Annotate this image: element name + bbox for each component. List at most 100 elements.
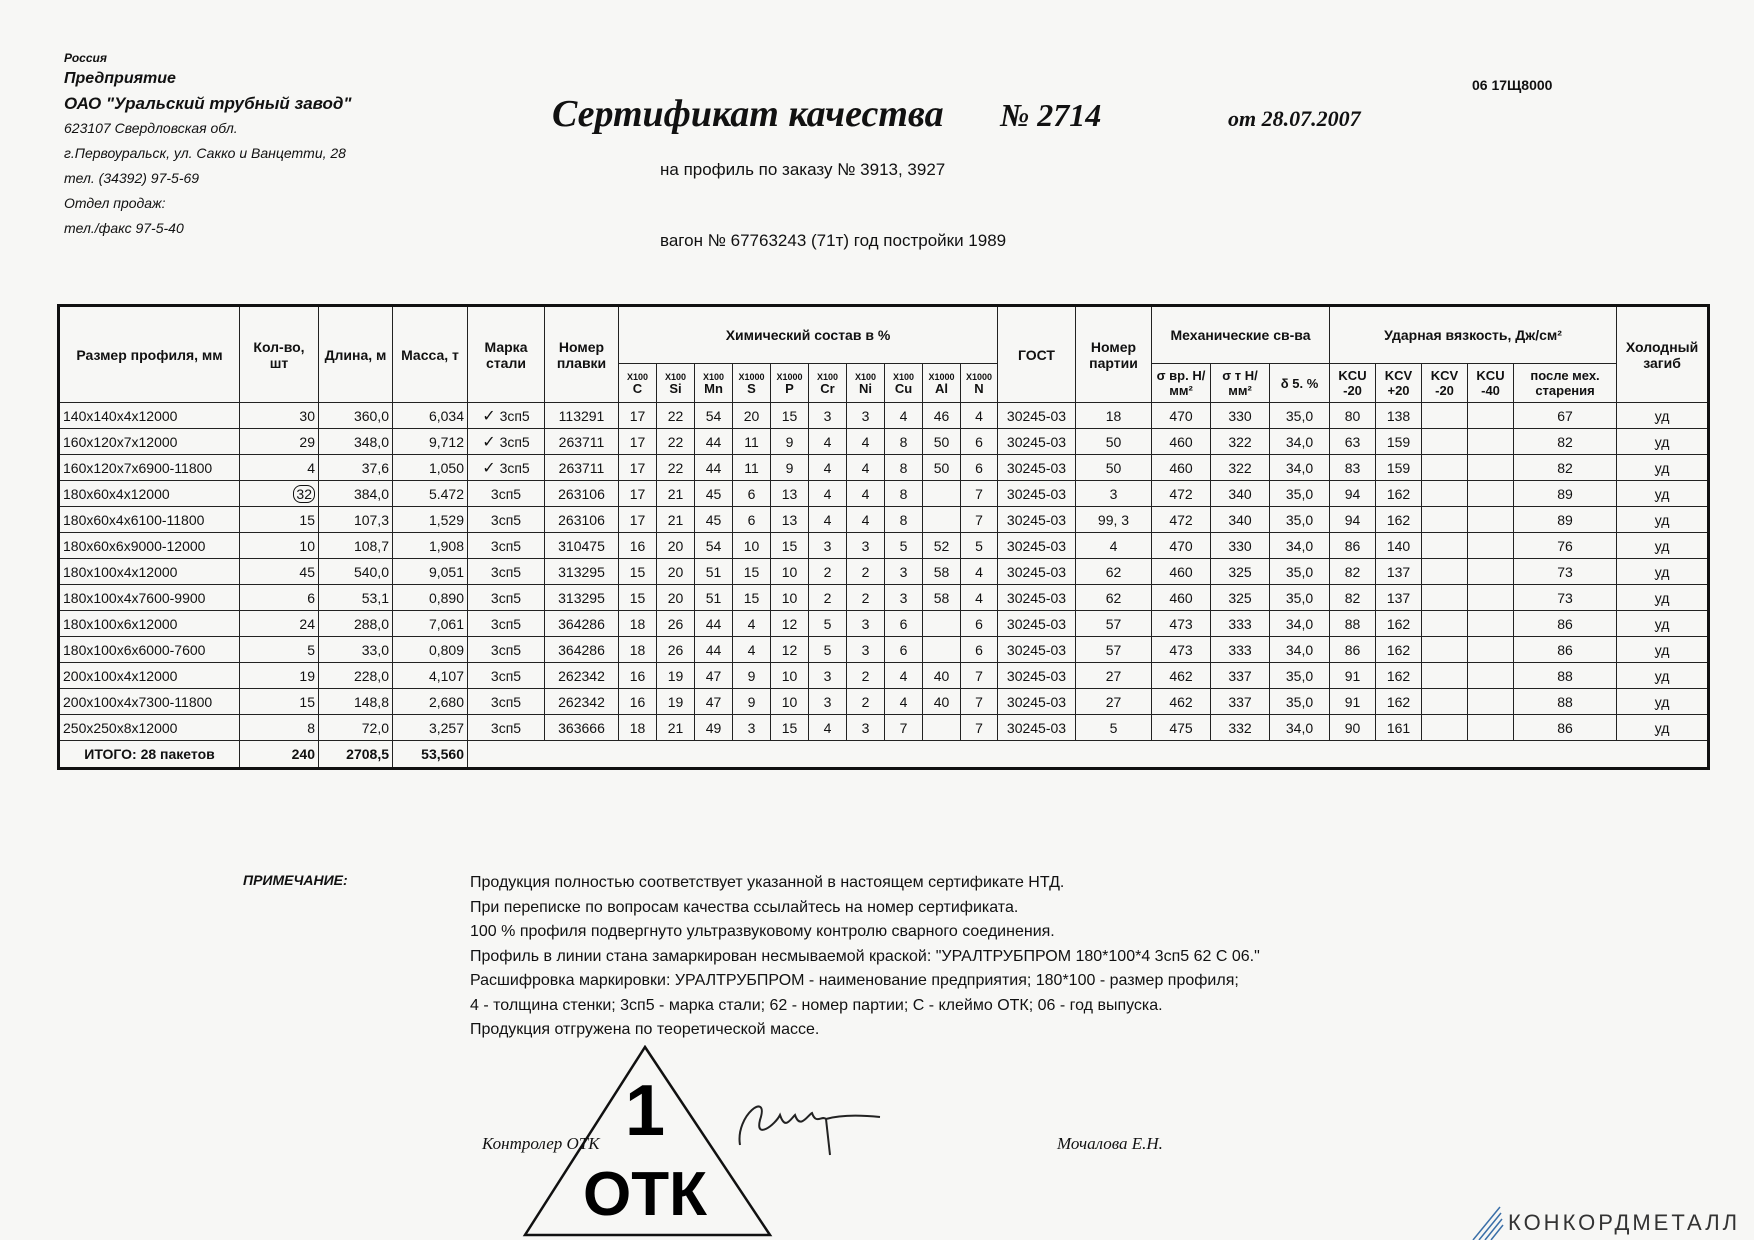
- cell-mass: 0,890: [392, 584, 468, 611]
- cell-impact: 161: [1375, 714, 1423, 741]
- mech-col-header: δ 5. %: [1268, 363, 1331, 403]
- cell-chem: 6: [960, 428, 998, 455]
- cell-chem: 44: [694, 636, 733, 663]
- cell-chem: 5: [884, 532, 923, 559]
- cell-batch: 62: [1075, 584, 1152, 611]
- cell-impact: [1467, 506, 1515, 533]
- cell-length: 72,0: [318, 714, 393, 741]
- table-row: 160x120x7x12000 29 348,0 9,712 ✓ 3сп5 263711 1…: [58, 428, 1710, 455]
- note-line: Расшифровка маркировки: УРАЛТРУБПРОМ - н…: [470, 972, 1239, 989]
- mass-value: 9,712: [428, 433, 464, 450]
- cell-chem: 8: [884, 428, 923, 455]
- mass-value: 0,809: [428, 641, 464, 658]
- cell-grade: 3сп5: [467, 610, 545, 637]
- cell-chem: 44: [694, 428, 733, 455]
- cell-impact: 162: [1375, 506, 1423, 533]
- mass-value: 2,680: [428, 693, 464, 710]
- cell-chem: 3: [846, 636, 885, 663]
- cell-impact: [1467, 610, 1515, 637]
- header-qty: Кол-во, шт: [239, 305, 319, 403]
- cell-mech: 34,0: [1268, 714, 1331, 741]
- cell-gost: 30245-03: [997, 662, 1076, 689]
- cell-chem: 17: [618, 454, 657, 481]
- cell-grade: ✓ 3сп5: [467, 428, 545, 455]
- address-line-1: 623107 Свердловская обл.: [64, 120, 238, 136]
- chem-element: Si: [669, 381, 682, 396]
- cell-size: 180x100x4x12000: [58, 558, 240, 585]
- cell-qty: 15: [239, 506, 319, 533]
- signature: [738, 1105, 881, 1156]
- cell-chem: 6: [732, 506, 771, 533]
- notes: Продукция полностью соответствует указан…: [470, 871, 1260, 1043]
- cell-chem: 44: [694, 610, 733, 637]
- cell-chem: 21: [656, 480, 695, 507]
- cell-gost: 30245-03: [997, 428, 1076, 455]
- cell-impact: 162: [1375, 610, 1423, 637]
- cell-chem: 54: [694, 532, 733, 559]
- cell-length: 53,1: [318, 584, 393, 611]
- cell-chem: 15: [618, 584, 657, 611]
- cell-chem: 54: [694, 402, 733, 429]
- cell-grade: 3сп5: [467, 714, 545, 741]
- cell-qty: 32: [239, 480, 319, 507]
- cell-gost: 30245-03: [997, 688, 1076, 715]
- cell-chem: 9: [732, 662, 771, 689]
- table-row: 200x100x4x12000 19 228,0 4,107 3сп5 262342 16 1…: [58, 662, 1710, 689]
- chem-multiplier: X1000: [738, 372, 765, 382]
- cell-batch: 50: [1075, 428, 1152, 455]
- cell-chem: 17: [618, 506, 657, 533]
- cell-heat: 113291: [544, 402, 619, 429]
- cell-impact: [1421, 428, 1469, 455]
- cell-size: 180x100x6x12000: [58, 610, 240, 637]
- cell-chem: 4: [846, 454, 885, 481]
- chem-element: P: [785, 381, 794, 396]
- cell-mech: 333: [1210, 610, 1270, 637]
- cell-chem: 20: [656, 532, 695, 559]
- cell-chem: 4: [846, 480, 885, 507]
- cell-chem: 6: [732, 480, 771, 507]
- qty-value: 5: [307, 641, 315, 658]
- cell-mech: 460: [1151, 584, 1211, 611]
- cell-chem: 4: [732, 636, 771, 663]
- chem-multiplier: X100: [664, 372, 687, 382]
- cell-impact: 67: [1513, 402, 1618, 429]
- cell-length: 108,7: [318, 532, 393, 559]
- cell-size: 180x100x4x7600-9900: [58, 584, 240, 611]
- note-line: При переписке по вопросам качества ссыла…: [470, 898, 1019, 916]
- cell-batch: 62: [1075, 558, 1152, 585]
- cell-impact: 86: [1513, 636, 1618, 663]
- cell-chem: 22: [656, 402, 695, 429]
- cell-chem: 4: [808, 506, 847, 533]
- cell-chem: 15: [732, 584, 771, 611]
- cell-mech: 472: [1151, 506, 1211, 533]
- chem-col-header: X1000 P: [770, 363, 809, 403]
- cell-grade: 3сп5: [467, 662, 545, 689]
- cell-heat: 262342: [544, 662, 619, 689]
- table-row: 250x250x8x12000 8 72,0 3,257 3сп5 363666 18 21 4…: [58, 714, 1710, 741]
- cell-size: 180x60x6x9000-12000: [58, 532, 240, 559]
- cell-chem: 4: [884, 662, 923, 689]
- cell-chem: 8: [884, 454, 923, 481]
- note-label: ПРИМЕЧАНИЕ:: [243, 872, 348, 888]
- qty-value: 32: [293, 484, 315, 503]
- cell-chem: 5: [808, 636, 847, 663]
- mass-value: 6,034: [428, 407, 464, 424]
- cell-chem: 47: [694, 688, 733, 715]
- impact-col-header: KCU -40: [1467, 363, 1515, 403]
- cell-impact: [1421, 714, 1469, 741]
- table-row: 180x100x6x6000-7600 5 33,0 0,809 3сп5 364286 1…: [58, 636, 1710, 663]
- cell-chem: 2: [846, 688, 885, 715]
- chem-col-header: X100 Ni: [846, 363, 885, 403]
- cell-chem: 8: [884, 506, 923, 533]
- cell-chem: 10: [770, 688, 809, 715]
- cell-bend: уд: [1616, 480, 1710, 507]
- cell-impact: [1421, 454, 1469, 481]
- cell-length: 228,0: [318, 662, 393, 689]
- cell-bend: уд: [1616, 610, 1710, 637]
- cell-qty: 19: [239, 662, 319, 689]
- header-grade: Марка стали: [467, 305, 545, 403]
- cell-impact: 159: [1375, 454, 1423, 481]
- cell-chem: [922, 480, 961, 507]
- cell-heat: 313295: [544, 558, 619, 585]
- note-line: Продукция отгружена по теоретической мас…: [470, 1021, 820, 1038]
